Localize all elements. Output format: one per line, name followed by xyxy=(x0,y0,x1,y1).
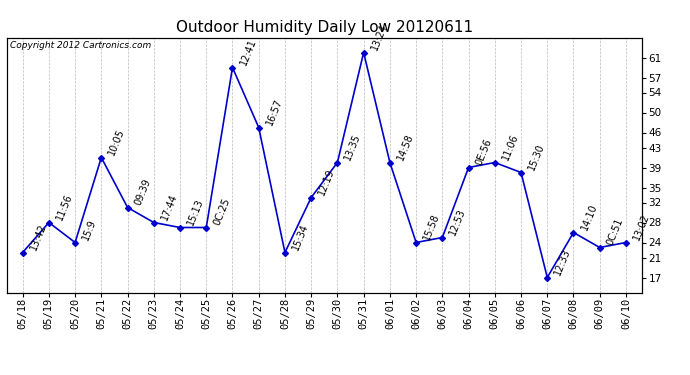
Text: 13:02: 13:02 xyxy=(631,212,651,242)
Text: 0C:51: 0C:51 xyxy=(605,216,625,247)
Text: 15:9: 15:9 xyxy=(81,218,98,242)
Text: 16:57: 16:57 xyxy=(264,97,284,127)
Text: 15:30: 15:30 xyxy=(526,142,546,172)
Text: 15:13: 15:13 xyxy=(186,197,206,227)
Text: 15:58: 15:58 xyxy=(422,212,442,242)
Text: 0E:56: 0E:56 xyxy=(474,137,494,167)
Text: 14:58: 14:58 xyxy=(395,132,415,162)
Text: Copyright 2012 Cartronics.com: Copyright 2012 Cartronics.com xyxy=(10,41,151,50)
Text: 0C:25: 0C:25 xyxy=(212,196,232,227)
Text: 13:24: 13:24 xyxy=(369,22,389,52)
Text: 10:05: 10:05 xyxy=(107,127,126,157)
Title: Outdoor Humidity Daily Low 20120611: Outdoor Humidity Daily Low 20120611 xyxy=(176,20,473,35)
Text: 17:44: 17:44 xyxy=(159,192,179,222)
Text: 11:56: 11:56 xyxy=(55,192,74,222)
Text: 13:35: 13:35 xyxy=(343,132,363,162)
Text: 14:10: 14:10 xyxy=(579,202,599,232)
Text: 12:19: 12:19 xyxy=(317,167,337,197)
Text: 12:33: 12:33 xyxy=(553,247,573,277)
Text: 12:41: 12:41 xyxy=(238,37,258,67)
Text: 09:39: 09:39 xyxy=(133,177,152,207)
Text: 15:34: 15:34 xyxy=(290,222,310,252)
Text: 11:06: 11:06 xyxy=(500,132,520,162)
Text: 12:53: 12:53 xyxy=(448,207,468,237)
Text: 13:42: 13:42 xyxy=(28,222,48,252)
